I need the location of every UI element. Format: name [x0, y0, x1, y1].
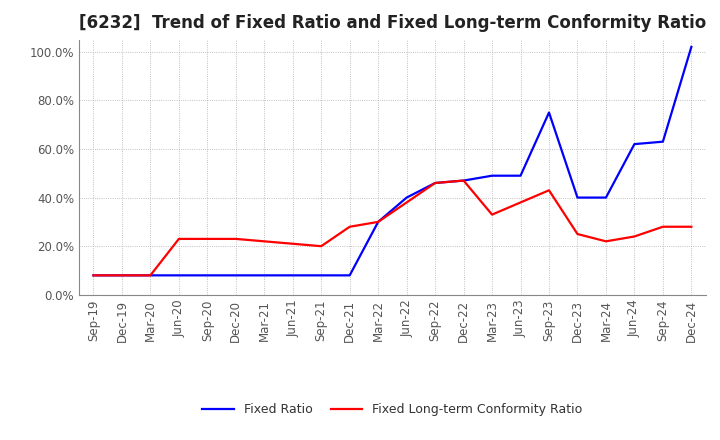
Fixed Ratio: [545, 110, 554, 115]
Fixed Ratio: [346, 273, 354, 278]
Fixed Ratio: [402, 195, 411, 200]
Title: [6232]  Trend of Fixed Ratio and Fixed Long-term Conformity Ratio: [6232] Trend of Fixed Ratio and Fixed Lo…: [78, 15, 706, 33]
Line: Fixed Long-term Conformity Ratio: Fixed Long-term Conformity Ratio: [94, 180, 691, 275]
Fixed Ratio: [630, 142, 639, 147]
Fixed Long-term Conformity Ratio: [687, 224, 696, 229]
Fixed Long-term Conformity Ratio: [573, 231, 582, 237]
Fixed Long-term Conformity Ratio: [289, 241, 297, 246]
Fixed Ratio: [431, 180, 439, 186]
Legend: Fixed Ratio, Fixed Long-term Conformity Ratio: Fixed Ratio, Fixed Long-term Conformity …: [197, 398, 588, 421]
Fixed Long-term Conformity Ratio: [602, 238, 611, 244]
Fixed Ratio: [203, 273, 212, 278]
Fixed Long-term Conformity Ratio: [402, 200, 411, 205]
Line: Fixed Ratio: Fixed Ratio: [94, 47, 691, 275]
Fixed Long-term Conformity Ratio: [89, 273, 98, 278]
Fixed Ratio: [317, 273, 325, 278]
Fixed Ratio: [602, 195, 611, 200]
Fixed Ratio: [659, 139, 667, 144]
Fixed Ratio: [573, 195, 582, 200]
Fixed Ratio: [687, 44, 696, 50]
Fixed Long-term Conformity Ratio: [630, 234, 639, 239]
Fixed Long-term Conformity Ratio: [117, 273, 126, 278]
Fixed Ratio: [174, 273, 183, 278]
Fixed Ratio: [117, 273, 126, 278]
Fixed Long-term Conformity Ratio: [516, 200, 525, 205]
Fixed Ratio: [374, 219, 382, 224]
Fixed Long-term Conformity Ratio: [431, 180, 439, 186]
Fixed Long-term Conformity Ratio: [346, 224, 354, 229]
Fixed Ratio: [289, 273, 297, 278]
Fixed Long-term Conformity Ratio: [317, 244, 325, 249]
Fixed Long-term Conformity Ratio: [487, 212, 496, 217]
Fixed Ratio: [487, 173, 496, 178]
Fixed Ratio: [232, 273, 240, 278]
Fixed Ratio: [146, 273, 155, 278]
Fixed Ratio: [89, 273, 98, 278]
Fixed Ratio: [516, 173, 525, 178]
Fixed Ratio: [459, 178, 468, 183]
Fixed Long-term Conformity Ratio: [203, 236, 212, 242]
Fixed Long-term Conformity Ratio: [659, 224, 667, 229]
Fixed Long-term Conformity Ratio: [545, 187, 554, 193]
Fixed Long-term Conformity Ratio: [174, 236, 183, 242]
Fixed Long-term Conformity Ratio: [146, 273, 155, 278]
Fixed Long-term Conformity Ratio: [232, 236, 240, 242]
Fixed Long-term Conformity Ratio: [459, 178, 468, 183]
Fixed Long-term Conformity Ratio: [374, 219, 382, 224]
Fixed Ratio: [260, 273, 269, 278]
Fixed Long-term Conformity Ratio: [260, 238, 269, 244]
